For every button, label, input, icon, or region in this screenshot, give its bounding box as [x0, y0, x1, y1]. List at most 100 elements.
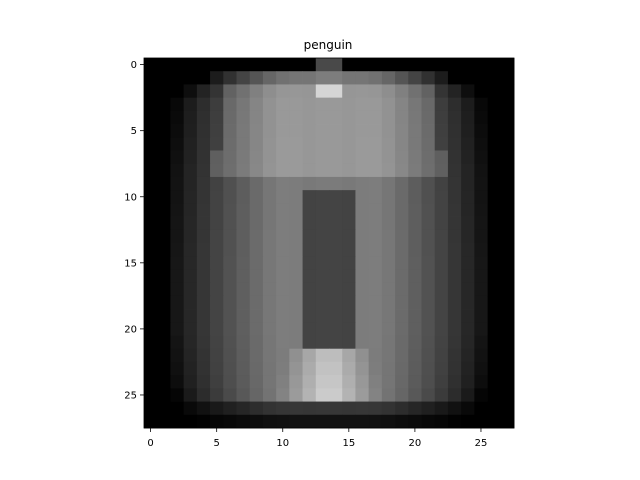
heatmap-cell: [249, 375, 264, 389]
heatmap-cell: [461, 190, 475, 204]
heatmap-cell: [262, 282, 277, 297]
heatmap-cell: [474, 176, 488, 191]
heatmap-cell: [342, 375, 356, 389]
heatmap-cell: [355, 137, 370, 151]
heatmap-cell: [276, 335, 290, 350]
heatmap-cell: [302, 150, 317, 165]
heatmap-cell: [276, 256, 290, 270]
heatmap-cell: [196, 124, 211, 138]
heatmap-cell: [262, 335, 277, 350]
heatmap-cell: [381, 229, 396, 244]
heatmap-cell: [342, 335, 356, 350]
heatmap-cell: [447, 110, 462, 125]
heatmap-cell: [249, 295, 264, 310]
heatmap-cell: [368, 414, 383, 429]
heatmap-cell: [196, 375, 211, 389]
heatmap-cell: [302, 216, 317, 231]
heatmap-cell: [408, 176, 422, 191]
heatmap-cell: [196, 203, 211, 217]
heatmap-cell: [381, 216, 396, 231]
heatmap-cell: [408, 414, 422, 429]
heatmap-cell: [487, 176, 502, 191]
heatmap-cell: [157, 361, 171, 376]
heatmap-cell: [170, 282, 185, 297]
heatmap-cell: [461, 348, 475, 363]
heatmap-cell: [342, 176, 356, 191]
heatmap-cell: [500, 375, 515, 389]
heatmap-cell: [289, 256, 303, 270]
heatmap-cell: [474, 322, 488, 336]
heatmap-cell: [144, 97, 158, 112]
heatmap-cell: [276, 176, 290, 191]
heatmap-cell: [329, 375, 343, 389]
heatmap-cell: [170, 203, 185, 217]
heatmap-cell: [236, 295, 251, 310]
heatmap-cell: [395, 388, 409, 402]
heatmap-cell: [408, 309, 422, 323]
heatmap-cell: [289, 216, 303, 231]
heatmap-cell: [447, 84, 462, 99]
heatmap-cell: [408, 348, 422, 363]
heatmap-cell: [249, 176, 264, 191]
heatmap-cell: [329, 176, 343, 191]
heatmap-cell: [289, 229, 303, 244]
heatmap-cell: [461, 401, 475, 416]
heatmap-cell: [170, 176, 185, 191]
heatmap-cell: [170, 295, 185, 310]
heatmap-cell: [434, 375, 449, 389]
heatmap-cell: [395, 295, 409, 310]
heatmap-cell: [500, 163, 515, 178]
heatmap-cell: [355, 282, 370, 297]
heatmap-cell: [210, 229, 224, 244]
heatmap-cell: [395, 401, 409, 416]
heatmap-cell: [421, 375, 436, 389]
heatmap-cell: [421, 216, 436, 231]
heatmap-cell: [355, 361, 370, 376]
heatmap-cell: [249, 150, 264, 165]
heatmap-cell: [421, 84, 436, 99]
heatmap-cell: [487, 229, 502, 244]
heatmap-cell: [447, 58, 462, 72]
heatmap-cell: [210, 335, 224, 350]
heatmap-cell: [144, 229, 158, 244]
heatmap-cell: [249, 84, 264, 99]
heatmap-cell: [408, 269, 422, 284]
heatmap-cell: [487, 335, 502, 350]
heatmap-cell: [236, 256, 251, 270]
heatmap-cell: [210, 256, 224, 270]
heatmap-cell: [368, 58, 383, 72]
heatmap-cell: [434, 256, 449, 270]
heatmap-cell: [447, 256, 462, 270]
heatmap-cell: [421, 388, 436, 402]
heatmap-cell: [144, 309, 158, 323]
heatmap-cell: [183, 163, 198, 178]
chart-title: penguin: [304, 38, 353, 52]
x-tick-label: 25: [475, 438, 488, 449]
heatmap-cell: [302, 176, 317, 191]
heatmap-cell: [236, 150, 251, 165]
heatmap-cell: [276, 58, 290, 72]
heatmap-cell: [183, 71, 198, 85]
heatmap-cell: [474, 84, 488, 99]
heatmap-cell: [144, 361, 158, 376]
heatmap-cell: [210, 269, 224, 284]
heatmap-cell: [368, 84, 383, 99]
heatmap-cell: [434, 269, 449, 284]
heatmap-cell: [421, 282, 436, 297]
heatmap-cell: [223, 243, 237, 257]
heatmap-cell: [355, 375, 370, 389]
heatmap-cell: [447, 190, 462, 204]
heatmap-cell: [461, 150, 475, 165]
heatmap-cell: [249, 348, 264, 363]
heatmap-cell: [447, 97, 462, 112]
heatmap-cell: [487, 414, 502, 429]
heatmap-cell: [421, 124, 436, 138]
heatmap-cell: [500, 110, 515, 125]
heatmap-cell: [157, 375, 171, 389]
heatmap-cell: [315, 361, 330, 376]
heatmap-cell: [421, 229, 436, 244]
heatmap-cell: [196, 295, 211, 310]
heatmap-cell: [170, 110, 185, 125]
heatmap-cell: [236, 361, 251, 376]
heatmap-cell: [170, 124, 185, 138]
